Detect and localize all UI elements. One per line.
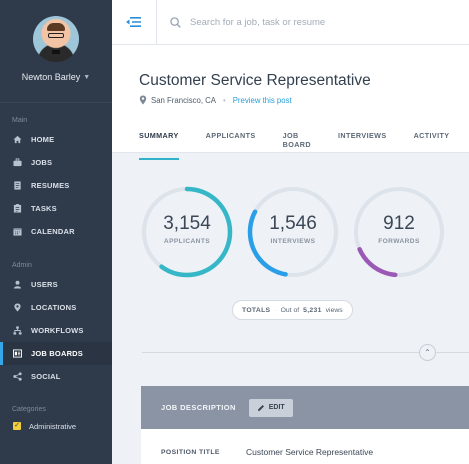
edit-button[interactable]: EDIT <box>248 398 293 417</box>
totals-suffix: views <box>325 306 343 314</box>
sidebar-item-label: HOME <box>31 135 55 144</box>
social-icon <box>13 372 22 381</box>
checkbox-icon[interactable]: ✓ <box>13 422 21 430</box>
tasks-icon <box>13 204 22 213</box>
sidebar-toggle-button[interactable] <box>112 0 157 45</box>
sidebar-item-label: SOCIAL <box>31 372 61 381</box>
job-description-header: JOB DESCRIPTION EDIT <box>141 386 469 429</box>
sidebar-item-label: TASKS <box>31 204 57 213</box>
totals-value: 5,231 <box>303 306 322 314</box>
totals-label: TOTALS <box>242 306 271 314</box>
edit-label: EDIT <box>268 404 285 411</box>
sidebar-item-label: CALENDAR <box>31 227 75 236</box>
resumes-icon <box>13 181 22 190</box>
totals-badge: TOTALS · Out of 5,231 views <box>232 300 353 320</box>
location-icon <box>13 303 22 312</box>
section-label-admin: Admin <box>12 262 32 269</box>
stat-value: 1,546 <box>269 213 317 234</box>
collapse-button[interactable]: ⌃ <box>419 344 436 361</box>
sidebar-item-jobs[interactable]: JOBS <box>0 151 112 174</box>
section-label-main: Main <box>12 117 28 124</box>
job-meta: San Francisco, CA • Preview this post <box>139 95 292 105</box>
sidebar-item-label: JOBS <box>31 158 53 167</box>
sidebar-item-workflows[interactable]: WORKFLOWS <box>0 319 112 342</box>
search-input[interactable]: Search for a job, task or resume <box>190 16 326 28</box>
divider <box>142 352 469 353</box>
user-menu[interactable]: Newton Barley ▼ <box>22 72 90 82</box>
progress-ring <box>141 186 233 278</box>
page-title: Customer Service Representative <box>139 72 371 89</box>
totals-prefix: Out of <box>280 306 300 314</box>
tab-job-board[interactable]: JOB BOARD <box>282 131 311 149</box>
stat-interviews: 1,546 INTERVIEWS <box>246 185 340 279</box>
jobs-icon <box>13 158 22 167</box>
sidebar-item-tasks[interactable]: TASKS <box>0 197 112 220</box>
sidebar-item-label: WORKFLOWS <box>31 326 84 335</box>
stat-label: INTERVIEWS <box>270 238 316 245</box>
menu-collapse-icon <box>126 17 141 27</box>
sidebar: Newton Barley ▼ Main HOME JOBS RESUMES T… <box>0 0 112 464</box>
tabs: SUMMARY APPLICANTS JOB BOARD INTERVIEWS … <box>139 131 469 160</box>
field-label-position-title: POSITION TITLE <box>161 449 220 456</box>
sidebar-item-label: LOCATIONS <box>31 303 77 312</box>
top-bar: Search for a job, task or resume <box>112 0 469 45</box>
job-boards-icon <box>13 349 22 358</box>
sidebar-item-resumes[interactable]: RESUMES <box>0 174 112 197</box>
sidebar-item-home[interactable]: HOME <box>0 128 112 151</box>
home-icon <box>13 135 22 144</box>
tab-interviews[interactable]: INTERVIEWS <box>337 131 387 140</box>
sidebar-item-users[interactable]: USERS <box>0 273 112 296</box>
calendar-icon <box>13 227 22 236</box>
avatar[interactable] <box>33 16 79 62</box>
job-location: San Francisco, CA <box>151 95 216 105</box>
sidebar-item-job-boards[interactable]: JOB BOARDS <box>0 342 112 365</box>
location-pin-icon <box>139 95 147 105</box>
tab-activity[interactable]: ACTIVITY <box>413 131 450 140</box>
chevron-up-icon: ⌃ <box>424 348 431 357</box>
ring-progress-arc <box>247 186 339 278</box>
workflows-icon <box>13 326 22 335</box>
sidebar-item-label: RESUMES <box>31 181 70 190</box>
chevron-down-icon: ▼ <box>83 73 91 81</box>
stat-applicants: 3,154 APPLICANTS <box>140 185 234 279</box>
search-icon <box>170 16 181 28</box>
stat-value: 3,154 <box>163 213 211 234</box>
stat-forwards: 912 FORWARDS <box>352 185 446 279</box>
sidebar-item-label: JOB BOARDS <box>31 349 84 358</box>
tab-summary[interactable]: SUMMARY <box>139 131 179 160</box>
user-name: Newton Barley <box>21 72 81 82</box>
ring-progress-arc <box>353 186 445 278</box>
section-label-categories: Categories <box>12 406 46 413</box>
stat-label: APPLICANTS <box>163 238 211 245</box>
job-header: Customer Service Representative San Fran… <box>112 45 469 160</box>
tab-applicants[interactable]: APPLICANTS <box>205 131 256 140</box>
sidebar-item-social[interactable]: SOCIAL <box>0 365 112 388</box>
pencil-icon <box>257 404 264 411</box>
stat-value: 912 <box>383 213 415 234</box>
user-profile: Newton Barley ▼ <box>0 0 112 103</box>
preview-post-link[interactable]: Preview this post <box>232 95 292 105</box>
users-icon <box>13 280 22 289</box>
progress-ring <box>247 186 339 278</box>
stat-label: FORWARDS <box>378 238 420 245</box>
category-label: Administrative <box>29 421 77 431</box>
job-description-body: POSITION TITLE Customer Service Represen… <box>141 429 469 464</box>
field-value-position-title: Customer Service Representative <box>246 447 374 457</box>
sidebar-item-locations[interactable]: LOCATIONS <box>0 296 112 319</box>
ring-progress-arc <box>141 186 233 278</box>
separator-dot: · <box>274 306 277 314</box>
separator-dot: • <box>223 95 226 105</box>
sidebar-item-label: USERS <box>31 280 58 289</box>
stats-section: 3,154 APPLICANTS 1,546 INTERVIEWS 912 FO… <box>112 153 469 386</box>
panel-title: JOB DESCRIPTION <box>161 403 236 412</box>
category-administrative[interactable]: ✓ Administrative <box>0 418 112 434</box>
sidebar-item-calendar[interactable]: CALENDAR <box>0 220 112 243</box>
search-bar[interactable]: Search for a job, task or resume <box>157 17 325 28</box>
progress-ring <box>353 186 445 278</box>
